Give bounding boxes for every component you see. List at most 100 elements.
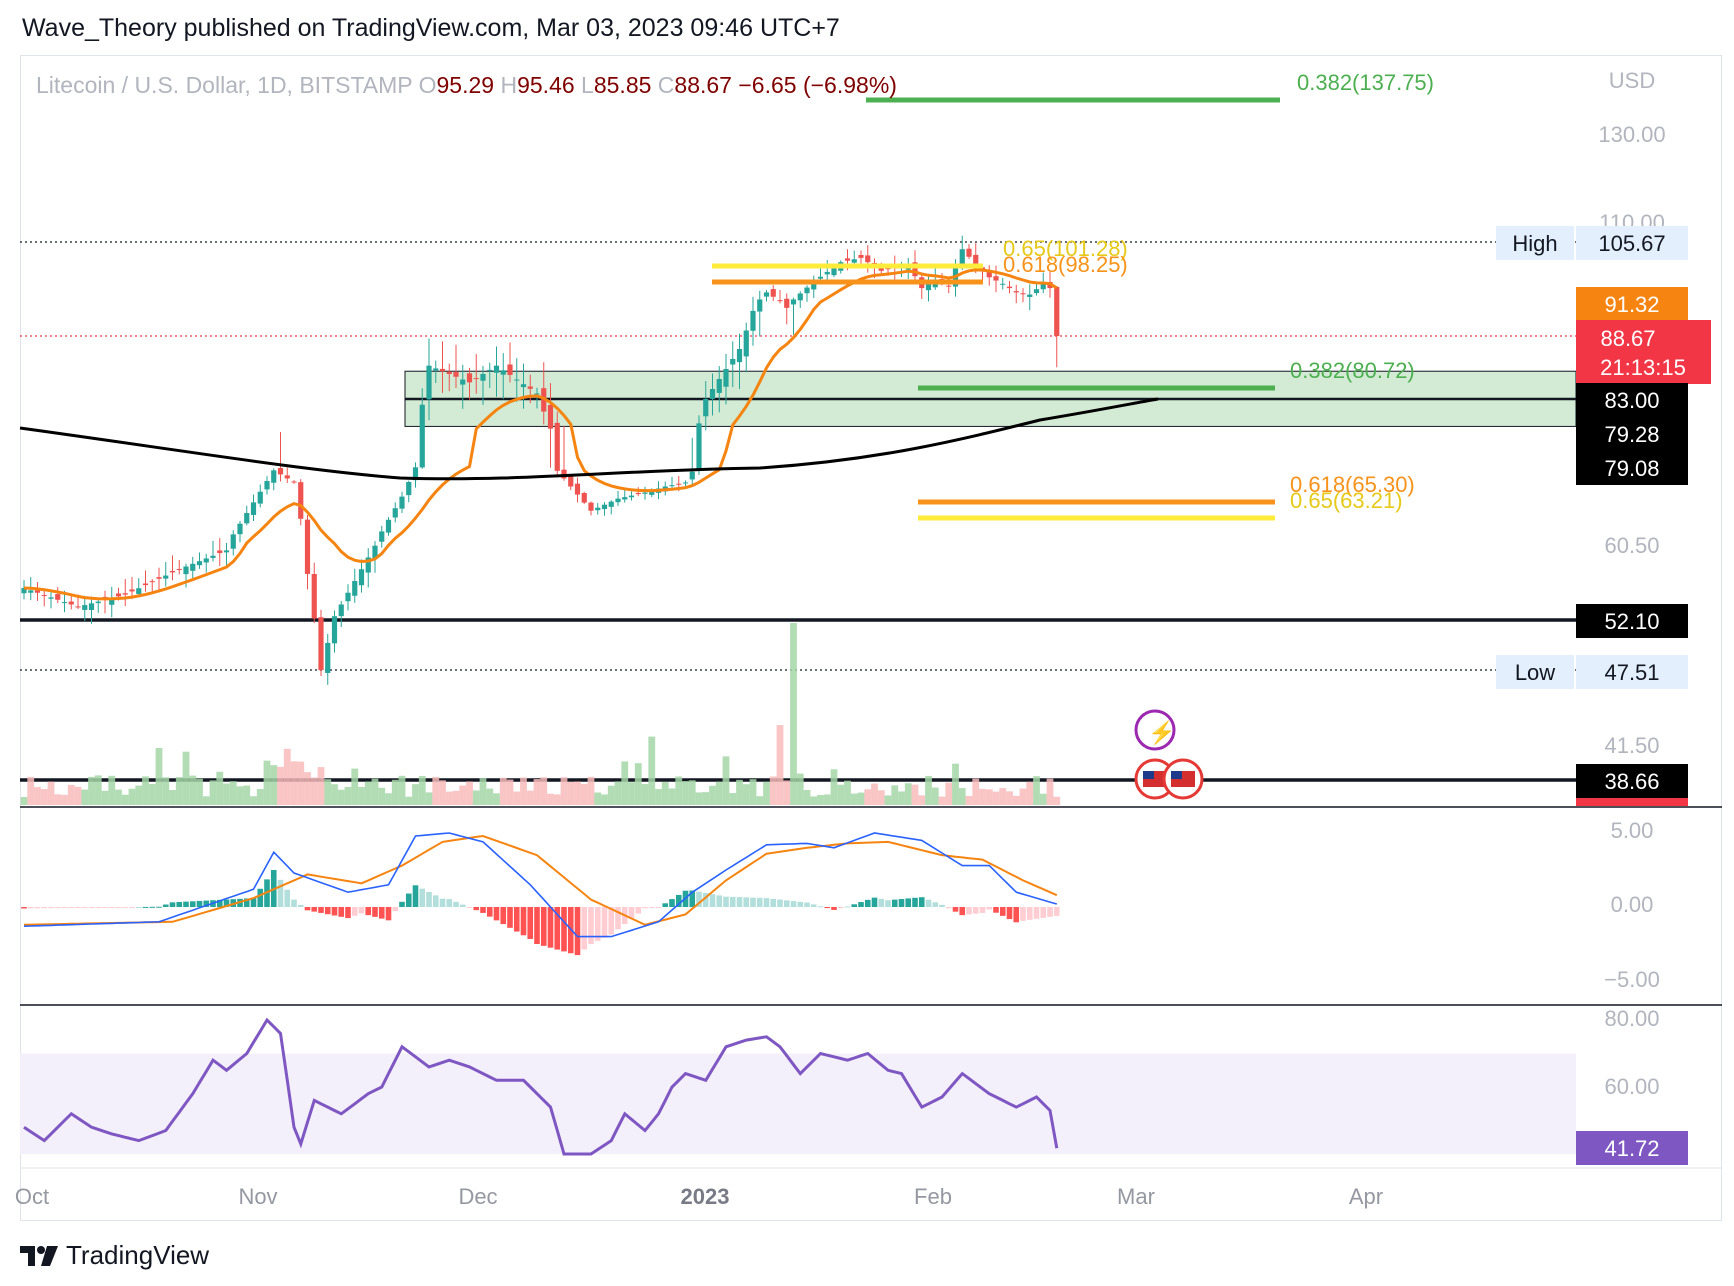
- candle-body: [946, 285, 952, 287]
- macd-hist-bar: [561, 907, 567, 952]
- volume-bar: [304, 772, 311, 805]
- macd-hist-bar: [540, 907, 547, 946]
- candle-body: [338, 604, 344, 617]
- macd-hist-bar: [338, 907, 345, 917]
- macd-hist-bar: [412, 885, 419, 907]
- high-badge-label: High: [1512, 231, 1557, 256]
- macd-hist-bar: [459, 904, 466, 907]
- candle: [669, 476, 675, 488]
- macd-hist-bar: [345, 907, 351, 919]
- volume-bar: [607, 785, 615, 805]
- macd-hist-bar: [1047, 907, 1053, 917]
- rsi-badge-value: 41.72: [1604, 1136, 1659, 1161]
- candle: [507, 342, 513, 383]
- macd-hist-bar: [1006, 907, 1013, 920]
- candle-body: [446, 371, 452, 374]
- volume-bar: [688, 780, 696, 805]
- candle: [601, 502, 608, 516]
- macd-hist-bar: [176, 901, 183, 907]
- volume-bar: [88, 776, 95, 805]
- candle-body: [797, 293, 803, 301]
- candle-body: [392, 508, 398, 518]
- macd-hist-bar: [419, 888, 426, 907]
- volume-bar: [61, 794, 68, 805]
- candle: [210, 540, 216, 562]
- volume-bar: [830, 769, 838, 805]
- volume-bar: [202, 796, 210, 805]
- candle: [284, 467, 290, 483]
- candle: [595, 503, 601, 515]
- volume-bar: [1006, 791, 1013, 805]
- candle: [426, 338, 432, 421]
- candle-body: [385, 519, 392, 533]
- candle-body: [277, 468, 284, 475]
- volume-bar: [418, 775, 426, 805]
- macd-hist-bar: [520, 907, 527, 936]
- volume-bar: [938, 796, 946, 805]
- candle-body: [291, 481, 297, 483]
- macd-hist-bar: [135, 906, 142, 908]
- candle-body: [298, 482, 304, 519]
- volume-bar: [432, 776, 440, 805]
- volume-bar: [331, 784, 338, 805]
- macd-hist-bar: [844, 906, 851, 908]
- level-52-badge-bg: [1576, 604, 1688, 638]
- legend-part: L: [581, 72, 594, 98]
- volume-bar: [256, 789, 264, 805]
- price-tick-label: 41.50: [1604, 733, 1659, 758]
- candle-body: [1033, 289, 1040, 294]
- candle-body: [912, 262, 918, 277]
- tradingview-logo[interactable]: TradingView: [20, 1240, 209, 1271]
- candle-body: [88, 603, 95, 611]
- time-axis-label: 2023: [681, 1184, 730, 1209]
- macd-hist-bar: [729, 896, 736, 907]
- volume-bar: [189, 775, 197, 805]
- time-axis-label: Dec: [458, 1184, 497, 1209]
- candle: [55, 587, 61, 603]
- macd-hist-bar: [763, 898, 770, 907]
- macd-hist-bar: [61, 907, 68, 908]
- volume-bar: [925, 775, 932, 805]
- macd-hist-bar: [986, 907, 993, 910]
- candle-body: [514, 379, 520, 381]
- volume-bar: [1026, 781, 1034, 805]
- candle-body: [608, 501, 614, 507]
- macd-hist-bar: [291, 899, 297, 907]
- candle-body: [250, 502, 257, 515]
- fib-label: 0.618(98.25): [1003, 252, 1128, 277]
- volume-bar: [1046, 778, 1054, 805]
- macd-hist-bar: [783, 900, 790, 907]
- candle-body: [757, 299, 763, 312]
- volume-bar: [459, 785, 467, 805]
- volume-bar: [196, 778, 203, 805]
- candle-body: [487, 369, 493, 371]
- candle: [919, 273, 925, 299]
- macd-hist-bar: [183, 901, 189, 907]
- candle-body: [588, 502, 594, 511]
- candle: [460, 364, 466, 409]
- candle-body: [628, 495, 635, 498]
- candle-body: [142, 583, 149, 586]
- volume-bar: [250, 796, 257, 805]
- volume-bar: [904, 783, 912, 805]
- candle: [750, 296, 756, 346]
- candle: [372, 541, 378, 573]
- candle: [244, 505, 250, 526]
- candle: [433, 360, 439, 384]
- volume-bar: [837, 784, 845, 805]
- candle: [169, 555, 176, 581]
- macd-hist-bar: [790, 901, 797, 907]
- candle: [865, 245, 871, 273]
- macd-hist-bar: [952, 907, 959, 912]
- macd-hist-bar: [358, 907, 365, 914]
- candle: [237, 520, 243, 543]
- macd-hist-bar: [27, 907, 34, 909]
- level-79-08-badge-value: 79.08: [1604, 456, 1659, 481]
- volume-bar: [695, 792, 703, 805]
- candle-body: [642, 492, 648, 494]
- candle-body: [196, 561, 203, 566]
- volume-bar: [277, 766, 284, 805]
- low-badge-label-bg: [1496, 655, 1574, 689]
- high-badge-value: 105.67: [1598, 231, 1665, 256]
